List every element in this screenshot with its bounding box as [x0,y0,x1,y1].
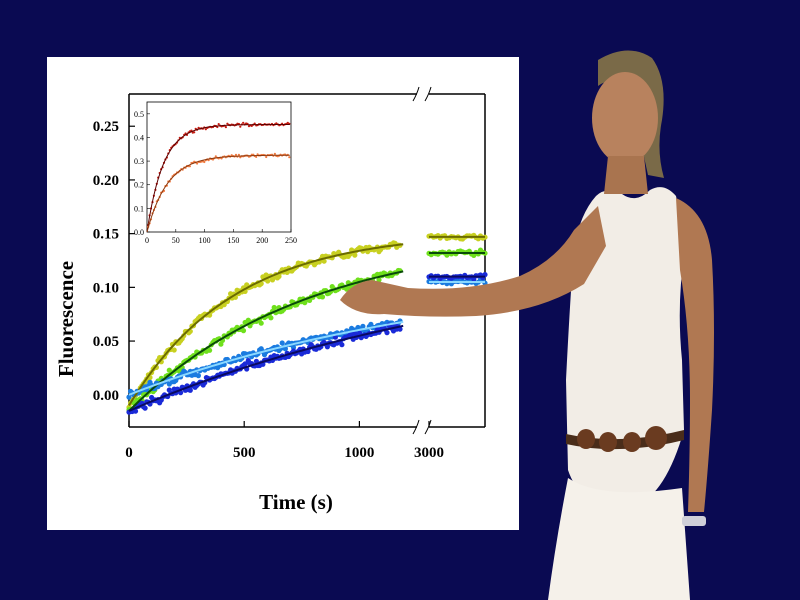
fluorescence-chart: 0.000.050.100.150.200.250 500 1000 3000 0.0… [54,86,488,514]
inset-x-tick-label: 250 [285,236,297,245]
inset-data-point [220,157,223,160]
data-point [126,394,132,400]
inset-data-point [193,131,196,134]
y-tick-label: 0.25 [93,119,119,135]
data-point [360,323,366,329]
inset-y-tick-label: 0.3 [134,157,144,166]
presenter-watch [682,516,706,526]
inset-data-point [273,152,276,155]
inset-data-point [204,128,207,131]
data-point [187,387,193,393]
inset-data-point [239,125,242,128]
inset-y-tick-label: 0.1 [134,204,144,213]
inset-data-point [242,121,245,124]
inset-data-point [237,153,240,156]
inset-data-point [250,124,253,127]
data-point [258,320,264,326]
data-point [319,294,326,300]
data-point [276,273,282,279]
y-tick-label: 0.10 [93,280,119,296]
presenter-belt [566,426,684,452]
data-point [265,278,271,284]
inset-data-point [255,155,258,158]
y-tick-label: 0.00 [93,388,119,404]
inset-x-tick-label: 50 [172,236,180,245]
data-point [142,405,148,411]
inset-x-tick-label: 0 [145,236,149,245]
inset-data-point [196,162,199,165]
data-point [242,361,248,367]
inset-x-tick-label: 200 [256,236,268,245]
data-point [339,342,345,348]
inset-data-point [224,126,227,129]
y-tick-label: 0.20 [93,173,119,189]
main-plot: 0.000.050.100.150.200.250 500 1000 3000 [93,86,488,461]
presenter-trousers [548,478,690,600]
x-tick-label: 3000 [414,445,444,461]
axis-break-mark [412,86,420,102]
inset-plot: 0.0 0.1 0.2 0.3 0.4 0.5 0 50 100 150 200 250 [134,101,297,245]
inset-y-tick-label: 0.0 [134,228,144,237]
data-point [268,315,274,321]
presenter-arm-extended [340,206,606,317]
inset-y-tick-label: 0.4 [134,133,144,142]
data-point [321,258,327,264]
y-tick-label: 0.15 [93,227,119,243]
inset-data-point [265,155,268,159]
axis-break-mark [412,419,420,435]
x-tick-label: 1000 [344,445,374,461]
x-tick-label: 0 [125,445,133,461]
inset-data-point [211,158,215,161]
fit-curve [128,320,404,396]
presenter-arm-right [676,198,714,512]
y-axis-label: Fluorescence [54,261,78,377]
data-point [207,347,213,353]
inset-data-point [188,165,191,168]
data-point [171,347,177,353]
inset-data-point [234,153,238,156]
axis-break-mark [424,86,432,102]
data-point [279,340,285,346]
fit-curve [128,324,404,412]
x-tick-label: 500 [233,445,256,461]
x-axis-label: Time (s) [259,490,333,514]
inset-x-tick-label: 150 [227,236,239,245]
inset-data-point [214,155,217,158]
fit-curve [128,243,404,407]
data-point [271,304,277,311]
data-point [376,277,382,283]
presenter-face [592,72,658,164]
data-point [132,408,139,414]
inset-x-tick-label: 100 [199,236,211,245]
data-point [352,252,358,258]
inset-y-tick-label: 0.5 [134,110,144,119]
data-point [195,373,201,379]
inset-data-point [203,160,206,164]
inset-data-point [217,123,220,126]
data-point [282,346,288,352]
data-point [384,330,390,336]
data-point [240,328,247,334]
y-tick-label: 0.05 [93,334,119,350]
presenter-neck [604,156,648,194]
inset-data-point [288,156,291,159]
inset-y-tick-label: 0.2 [134,181,144,190]
fit-curve [128,270,404,412]
inset-fit-curve [146,154,290,233]
inset-fit-curve [146,124,290,233]
